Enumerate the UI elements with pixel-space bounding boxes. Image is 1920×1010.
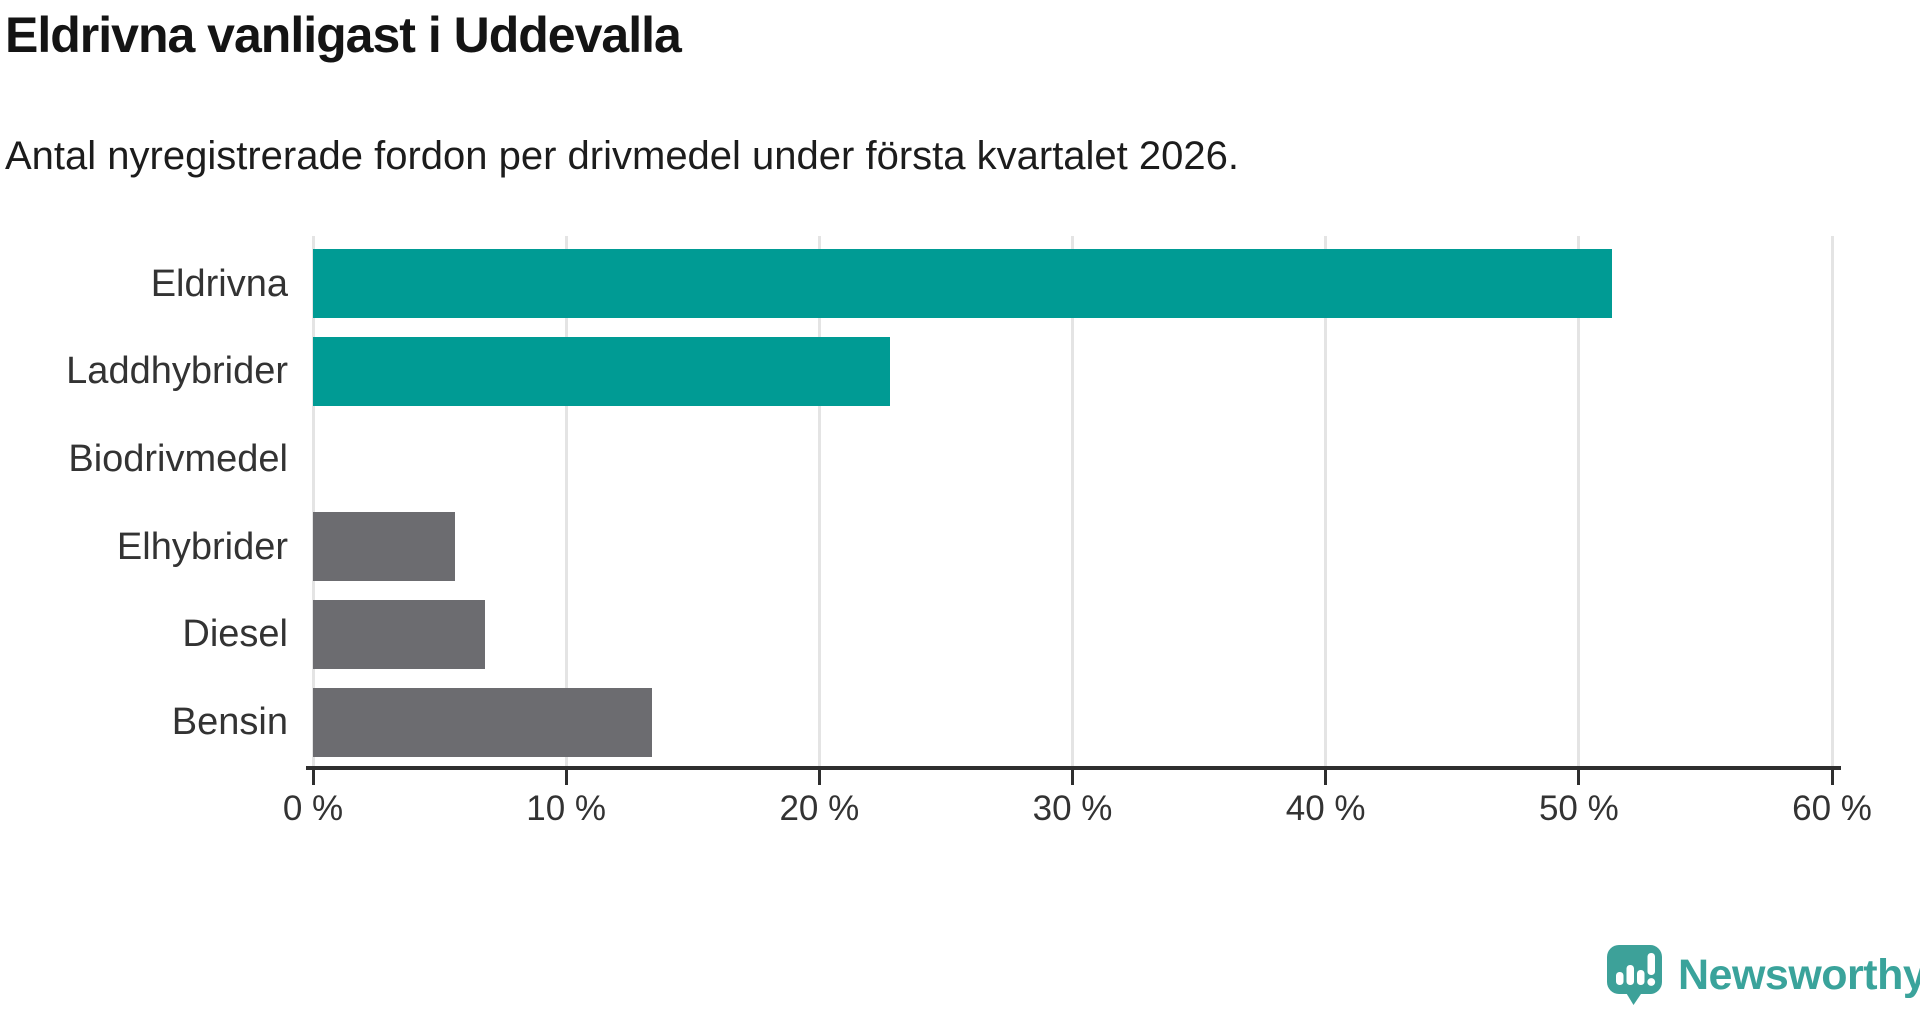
bar-diesel (313, 600, 485, 669)
gridline-0-percent (311, 236, 315, 766)
x-axis-tick-50 (1577, 770, 1581, 785)
x-axis-tick-30 (1071, 770, 1074, 785)
bar-eldrivna (313, 249, 1612, 318)
category-label-eldrivna: Eldrivna (150, 263, 288, 305)
bar-bensin (313, 688, 652, 757)
x-axis-tick-label-30: 30 % (1032, 789, 1113, 828)
x-axis-tick-label-40: 40 % (1285, 789, 1366, 828)
gridline-30-percent (1071, 236, 1074, 766)
x-axis-tick-label-50: 50 % (1538, 789, 1619, 828)
x-axis-tick-10 (564, 770, 568, 785)
newsworthy-logo: Newsworthy (1606, 944, 1920, 1006)
bar-laddhybrider (313, 337, 890, 406)
chart-title: Eldrivna vanligast i Uddevalla (5, 7, 682, 63)
x-axis-tick-label-20: 20 % (779, 789, 860, 828)
category-label-diesel: Diesel (182, 613, 288, 655)
x-axis-line (306, 766, 1841, 770)
category-label-biodrivmedel: Biodrivmedel (68, 438, 288, 480)
x-axis-tick-60 (1830, 770, 1834, 785)
bar-elhybrider (313, 512, 455, 581)
gridline-10-percent (564, 236, 568, 766)
x-axis-tick-label-10: 10 % (526, 789, 607, 828)
x-axis-tick-20 (817, 770, 821, 785)
newsworthy-logo-text: Newsworthy (1678, 950, 1920, 999)
x-axis-tick-label-0: 0 % (282, 789, 344, 828)
x-axis-tick-0 (311, 770, 315, 785)
category-label-elhybrider: Elhybrider (116, 526, 288, 568)
chart-subtitle: Antal nyregistrerade fordon per drivmede… (5, 134, 1240, 178)
x-axis-tick-40 (1324, 770, 1328, 785)
gridline-60-percent (1830, 236, 1834, 766)
category-label-bensin: Bensin (171, 701, 288, 743)
gridline-20-percent (817, 236, 821, 766)
newsworthy-logo-icon (1606, 944, 1664, 1006)
gridline-40-percent (1324, 236, 1328, 766)
gridline-50-percent (1577, 236, 1581, 766)
category-label-laddhybrider: Laddhybrider (66, 350, 288, 392)
x-axis-tick-label-60: 60 % (1792, 789, 1872, 828)
